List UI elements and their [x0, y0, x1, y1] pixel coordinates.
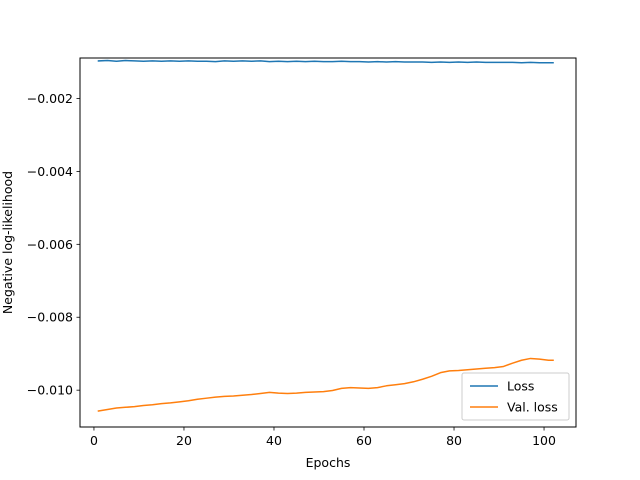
- y-tick-label: −0.008: [27, 310, 73, 325]
- legend-label-val-loss: Val. loss: [507, 400, 558, 415]
- y-tick-label: −0.004: [27, 164, 73, 179]
- series-line-val-loss: [97, 357, 554, 412]
- x-tick-label: 0: [90, 433, 98, 448]
- legend-box: [461, 372, 570, 421]
- plot-area-frame: [79, 57, 577, 428]
- x-tick-label: 20: [176, 433, 192, 448]
- series-layer: [97, 59, 554, 412]
- legend: Loss Val. loss: [461, 372, 570, 421]
- x-tick-label: 40: [266, 433, 282, 448]
- y-axis-label: Negative log-likelihood: [0, 171, 15, 314]
- y-axis: −0.002 −0.004 −0.006 −0.008 −0.010: [27, 91, 80, 398]
- x-axis: 0 20 40 60 80 100: [90, 427, 556, 448]
- legend-label-loss: Loss: [507, 379, 534, 394]
- plot-area-background: [80, 58, 576, 427]
- x-tick-label: 100: [532, 433, 556, 448]
- x-tick-label: 80: [446, 433, 462, 448]
- y-tick-label: −0.006: [27, 237, 73, 252]
- series-line-loss: [97, 59, 554, 64]
- y-tick-label: −0.010: [27, 383, 73, 398]
- x-tick-label: 60: [356, 433, 372, 448]
- y-tick-label: −0.002: [27, 91, 73, 106]
- x-axis-label: Epochs: [306, 455, 351, 470]
